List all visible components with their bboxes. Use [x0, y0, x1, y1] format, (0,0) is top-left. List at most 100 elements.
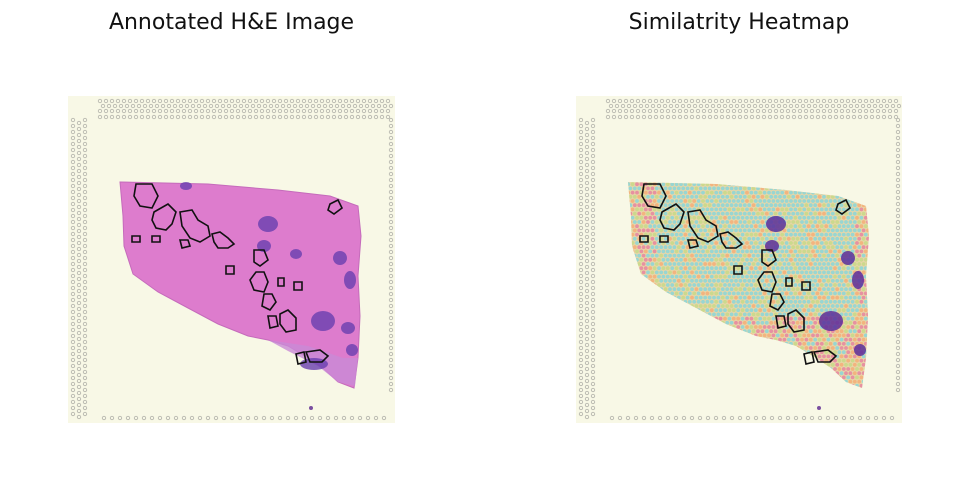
heatmap-spot: [654, 211, 659, 216]
heatmap-spot: [718, 215, 723, 220]
heatmap-spot: [797, 274, 802, 279]
heatmap-spot: [808, 220, 813, 224]
heatmap-spot: [784, 299, 789, 304]
heatmap-spot: [742, 270, 747, 275]
fiducial-dot: [349, 114, 355, 120]
fiducial-dot: [578, 213, 584, 219]
fiducial-dot: [269, 415, 275, 421]
heatmap-spot: [707, 194, 712, 199]
heatmap-spot: [663, 245, 668, 250]
fiducial-dot: [638, 103, 644, 109]
fiducial-dot: [181, 415, 187, 421]
fiducial-dot: [845, 108, 851, 114]
fiducial-dot: [76, 372, 82, 378]
heatmap-spot: [751, 228, 756, 233]
fiducial-dot: [584, 192, 590, 198]
heatmap-spot: [855, 266, 859, 271]
heatmap-spot: [736, 299, 741, 304]
heatmap-spot: [857, 379, 862, 384]
heatmap-spot: [835, 262, 840, 266]
heatmap-spot: [848, 211, 853, 216]
fiducial-dot: [803, 114, 809, 120]
fiducial-dot: [76, 174, 82, 180]
heatmap-spot: [824, 241, 829, 245]
heatmap-spot: [804, 245, 809, 250]
fiducial-dots: [70, 98, 394, 421]
fiducial-dot: [758, 103, 764, 109]
heatmap-spot: [725, 295, 730, 300]
heatmap-spot: [696, 283, 701, 287]
heatmap-spot: [639, 199, 644, 203]
fiducial-dot: [130, 103, 136, 109]
heatmap-spot: [698, 287, 703, 292]
fiducial-dot: [82, 243, 88, 249]
heatmap-spot: [795, 337, 800, 342]
fiducial-dot: [590, 285, 596, 291]
fiducial-dot: [82, 237, 88, 243]
heatmap-spot: [815, 224, 820, 229]
fiducial-dot: [313, 114, 319, 120]
fiducial-dot: [895, 339, 901, 345]
fiducial-dot: [629, 108, 635, 114]
heatmap-spot: [819, 299, 824, 304]
heatmap-spot: [681, 287, 686, 292]
heatmap-spot: [859, 232, 864, 237]
heatmap-spot: [725, 186, 730, 191]
fiducial-dot: [82, 375, 88, 381]
heatmap-spot: [635, 224, 639, 229]
heatmap-spot: [802, 207, 807, 212]
heatmap-spot: [822, 203, 826, 208]
heatmap-spot: [657, 199, 661, 203]
heatmap-spot: [789, 266, 793, 271]
heatmap-spot: [795, 278, 800, 283]
heatmap-spot: [681, 203, 686, 208]
heatmap-spot: [736, 249, 741, 254]
fiducial-dot: [895, 147, 901, 153]
heatmap-spot: [819, 291, 824, 296]
heatmap-spot: [789, 199, 793, 203]
heatmap-spot: [762, 199, 767, 203]
heatmap-spot: [824, 215, 829, 220]
heatmap-spot: [782, 270, 787, 275]
heatmap-spot: [749, 257, 754, 262]
heatmap-spot: [709, 241, 714, 245]
fiducial-dot: [833, 114, 839, 120]
heatmap-spot: [786, 270, 791, 275]
heatmap-spot: [804, 228, 809, 233]
fiducial-dot: [845, 98, 851, 104]
heatmap-spot: [839, 220, 844, 224]
heatmap-spot: [828, 249, 833, 254]
heatmap-spot: [635, 241, 639, 245]
heatmap-spot: [723, 308, 727, 313]
heatmap-spot: [756, 228, 760, 233]
heatmap-spot: [736, 190, 741, 195]
fiducial-dot: [863, 114, 869, 120]
heatmap-spot: [828, 283, 833, 287]
heatmap-spot: [709, 224, 714, 229]
fiducial-dot: [761, 108, 767, 114]
fiducial-dot: [160, 103, 166, 109]
heatmap-spot: [641, 203, 646, 208]
heatmap-spot: [797, 341, 802, 346]
heatmap-spot: [811, 241, 815, 245]
heatmap-spot: [758, 190, 763, 195]
fiducial-dot: [70, 363, 76, 369]
heatmap-spot: [797, 241, 802, 245]
fiducial-dot: [719, 108, 725, 114]
heatmap-spot: [703, 278, 708, 283]
fiducial-dot: [253, 114, 259, 120]
fiducial-dot: [671, 114, 677, 120]
heatmap-spot: [850, 333, 855, 338]
heatmap-spot: [705, 249, 710, 254]
heatmap-spot: [683, 215, 688, 220]
heatmap-spot: [681, 262, 686, 266]
heatmap-spot: [674, 182, 679, 187]
fiducial-dot: [388, 159, 394, 165]
fiducial-dot: [70, 273, 76, 279]
heatmap-spot: [734, 320, 738, 325]
heatmap-spot: [806, 207, 811, 212]
heatmap-spot: [833, 199, 837, 203]
heatmap-spot: [848, 245, 853, 250]
fiducial-dot: [626, 103, 632, 109]
fiducial-dot: [633, 415, 639, 421]
